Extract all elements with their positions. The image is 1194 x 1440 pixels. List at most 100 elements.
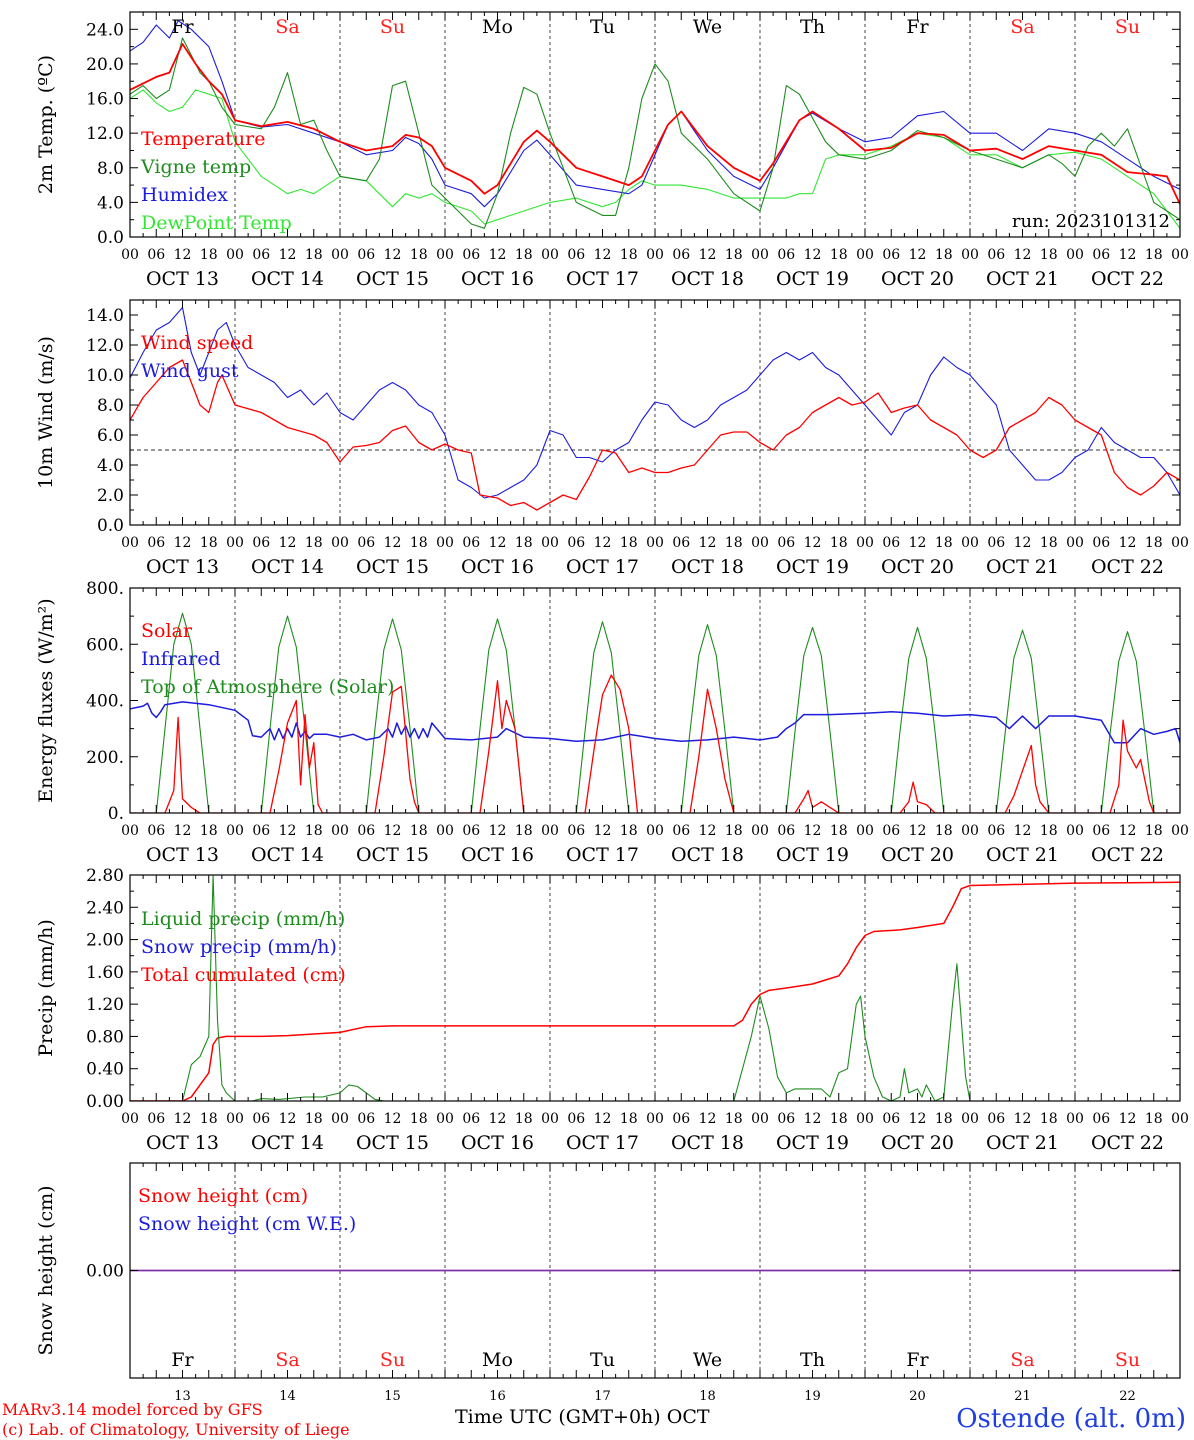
legend-entry: Vigne temp (140, 156, 251, 178)
x-hour-label: 12 (1014, 535, 1032, 551)
x-hour-label: 18 (305, 247, 323, 263)
panel-2: 0.0 2.0 4.0 6.0 8.0 10.0 12.0 14.0 10m Wind (m/s… (35, 299, 1189, 578)
y-tick-label: 0.80 (86, 1027, 124, 1047)
x-date-label: OCT 15 (356, 556, 429, 578)
x-axis-title: Time UTC (GMT+0h) OCT (455, 1406, 710, 1428)
series-line-top-of-atmosphere-solar- (130, 612, 1180, 813)
x-hour-label: 18 (515, 823, 533, 839)
weekday-label-bottom: Sa (1010, 1349, 1034, 1371)
x-hour-label: 06 (357, 823, 375, 839)
y-axis-label: 10m Wind (m/s) (35, 336, 57, 489)
x-hour-label: 12 (489, 247, 507, 263)
series-line-liquid-precip-mm-h- (130, 875, 1180, 1101)
x-hour-label: 18 (725, 535, 743, 551)
x-hour-label: 00 (541, 247, 559, 263)
x-hour-label: 12 (384, 1111, 402, 1127)
weekday-label-top: Th (800, 16, 825, 38)
legend-entry: Total cumulated (cm) (141, 964, 346, 986)
y-tick-label: 0.40 (86, 1060, 124, 1080)
weekday-label-bottom: Tu (590, 1349, 615, 1371)
y-tick-label: 2.80 (86, 866, 124, 886)
x-hour-label: 12 (699, 823, 717, 839)
series-line-wind-speed (130, 359, 1180, 511)
x-hour-label: 12 (699, 535, 717, 551)
x-hour-label: 00 (1066, 1111, 1084, 1127)
weekday-label-bottom: Th (800, 1349, 825, 1371)
x-hour-label: 00 (1171, 535, 1189, 551)
x-hour-label: 00 (751, 823, 769, 839)
x-hour-label: 12 (804, 823, 822, 839)
weekday-label-top: Fr (171, 16, 194, 38)
x-date-label: OCT 13 (146, 844, 219, 866)
x-date-label: OCT 21 (986, 268, 1059, 290)
x-date-label: OCT 18 (671, 1132, 744, 1154)
x-date-label: OCT 21 (986, 556, 1059, 578)
x-date-label: OCT 13 (146, 1132, 219, 1154)
x-hour-label: 18 (1040, 1111, 1058, 1127)
x-date-label: OCT 14 (251, 556, 324, 578)
series-line-total-cumulated-cm- (130, 881, 1180, 1101)
x-hour-label: 18 (830, 535, 848, 551)
legend-entry: Liquid precip (mm/h) (141, 908, 345, 930)
x-date-label: OCT 14 (251, 844, 324, 866)
x-hour-label: 12 (594, 535, 612, 551)
x-hour-label: 06 (987, 535, 1005, 551)
x-hour-label: 06 (252, 535, 270, 551)
x-hour-label: 06 (672, 535, 690, 551)
x-date-label: OCT 18 (671, 844, 744, 866)
x-hour-label: 18 (1145, 535, 1163, 551)
x-hour-label: 18 (725, 1111, 743, 1127)
y-tick-label: 0.00 (86, 1092, 124, 1112)
x-hour-label: 06 (1092, 535, 1110, 551)
y-tick-label: 8.0 (97, 396, 124, 416)
x-hour-label: 12 (909, 247, 927, 263)
series-line-wind-gust (130, 306, 1180, 499)
x-hour-label: 18 (200, 247, 218, 263)
x-hour-label: 00 (121, 823, 139, 839)
x-hour-label: 18 (200, 823, 218, 839)
x-hour-label: 06 (672, 823, 690, 839)
x-hour-label: 06 (252, 823, 270, 839)
x-hour-label: 00 (436, 823, 454, 839)
x-date-label: OCT 15 (356, 844, 429, 866)
x-date-label: OCT 17 (566, 844, 639, 866)
x-date-label: OCT 19 (776, 844, 849, 866)
x-hour-label: 12 (174, 247, 192, 263)
x-hour-label: 18 (935, 1111, 953, 1127)
run-annotation: run: 2023101312 (1012, 211, 1170, 232)
weekday-label-top: Tu (590, 16, 615, 38)
weekday-label-bottom: We (693, 1349, 722, 1371)
x-hour-label: 12 (1014, 823, 1032, 839)
x-axis-title-text: Time UTC (GMT+0h) (455, 1406, 661, 1428)
x-hour-label: 00 (961, 247, 979, 263)
series-group (130, 612, 1180, 813)
panel-5: 0.00 Snow height (cm) Snow height (cm) Snow… (35, 1162, 1181, 1379)
series-line-temperature (130, 43, 1180, 205)
x-hour-label: 00 (856, 535, 874, 551)
x-hour-label: 18 (830, 823, 848, 839)
x-hour-label: 06 (567, 535, 585, 551)
x-hour-label: 12 (1119, 823, 1137, 839)
x-date-label: OCT 18 (671, 556, 744, 578)
x-hour-label: 00 (436, 247, 454, 263)
series-line-dewpoint-temp (130, 89, 1180, 229)
x-date-label: OCT 17 (566, 1132, 639, 1154)
legend-entry: Humidex (141, 184, 228, 206)
x-hour-label: 06 (462, 247, 480, 263)
x-date-label: OCT 22 (1091, 268, 1164, 290)
y-tick-label: 0.0 (97, 516, 124, 536)
x-date-label: OCT 14 (251, 268, 324, 290)
x-hour-label: 18 (1145, 247, 1163, 263)
x-hour-label: 00 (1171, 1111, 1189, 1127)
weekday-label-bottom: Su (1115, 1349, 1140, 1371)
x-hour-label: 00 (541, 535, 559, 551)
x-hour-label: 12 (804, 535, 822, 551)
x-hour-label: 06 (987, 1111, 1005, 1127)
y-tick-label: 24.0 (86, 20, 124, 40)
weekday-label-top: Sa (275, 16, 299, 38)
x-hour-label: 00 (856, 247, 874, 263)
weekday-label-bottom: Su (380, 1349, 405, 1371)
model-credit: MARv3.14 model forced by GFS (2, 1400, 263, 1419)
x-hour-label: 06 (882, 1111, 900, 1127)
legend-entry: Top of Atmosphere (Solar) (141, 676, 394, 698)
